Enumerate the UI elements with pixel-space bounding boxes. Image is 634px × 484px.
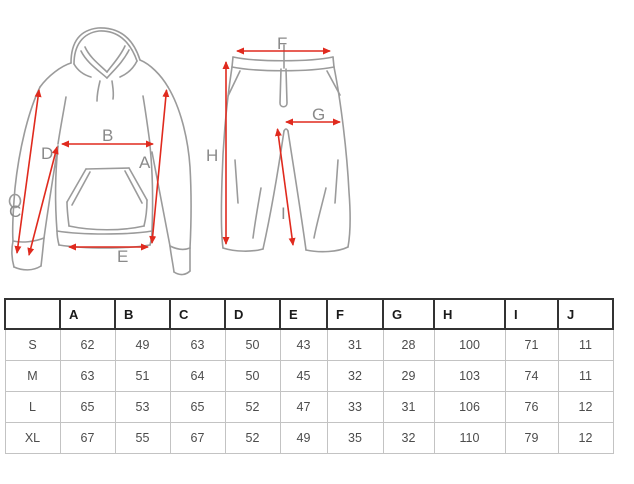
measurement-label-g: G xyxy=(312,105,325,124)
measurement-cell: 63 xyxy=(59,360,116,392)
measurement-cell: 28 xyxy=(382,328,435,361)
measurement-label-b: B xyxy=(102,126,113,145)
column-header-f: F xyxy=(326,298,384,330)
measurement-cell: 79 xyxy=(504,422,559,454)
column-header-g: G xyxy=(382,298,435,330)
measurement-cell: 35 xyxy=(326,422,384,454)
pants-illustration xyxy=(220,44,351,253)
measurement-cell: 65 xyxy=(59,391,116,423)
column-header-b: B xyxy=(114,298,171,330)
measurement-label-i: I xyxy=(281,204,286,223)
measurement-cell: 103 xyxy=(433,360,506,392)
size-label: S xyxy=(4,328,61,361)
size-chart-table: A B C D E F G H I J S 62 49 63 xyxy=(4,298,614,454)
measurement-cell: 12 xyxy=(557,391,614,423)
measurement-arrow-d xyxy=(27,146,59,256)
measurement-cell: 32 xyxy=(326,360,384,392)
column-header-i: I xyxy=(504,298,559,330)
measurement-cell: 11 xyxy=(557,360,614,392)
measurement-cell: 32 xyxy=(382,422,435,454)
measurement-cell: 49 xyxy=(114,328,171,361)
measurement-label-f: F xyxy=(277,34,287,53)
measurement-cell: 110 xyxy=(433,422,506,454)
measurement-cell: 45 xyxy=(279,360,328,392)
size-guide-diagram: A B C D E xyxy=(8,27,351,276)
measurement-cell: 53 xyxy=(114,391,171,423)
column-header-h: H xyxy=(433,298,506,330)
measurement-cell: 31 xyxy=(382,391,435,423)
size-row-m: M 63 51 64 50 45 32 29 103 74 11 xyxy=(4,360,614,392)
measurement-cell: 29 xyxy=(382,360,435,392)
measurement-cell: 50 xyxy=(224,360,281,392)
measurement-cell: 55 xyxy=(114,422,171,454)
corner-cell xyxy=(4,298,61,330)
size-row-s: S 62 49 63 50 43 31 28 100 71 11 xyxy=(4,328,614,361)
measurement-label-e: E xyxy=(117,247,128,266)
measurement-cell: 63 xyxy=(169,328,226,361)
measurement-cell: 47 xyxy=(279,391,328,423)
measurement-cell: 106 xyxy=(433,391,506,423)
size-label: M xyxy=(4,360,61,392)
measurement-cell: 76 xyxy=(504,391,559,423)
measurement-cell: 33 xyxy=(326,391,384,423)
size-row-l: L 65 53 65 52 47 33 31 106 76 12 xyxy=(4,391,614,423)
measurement-label-d: D xyxy=(41,144,53,163)
measurement-cell: 71 xyxy=(504,328,559,361)
column-header-j: J xyxy=(557,298,614,330)
size-row-xl: XL 67 55 67 52 49 35 32 110 79 12 xyxy=(4,422,614,454)
measurement-cell: 100 xyxy=(433,328,506,361)
measurement-cell: 52 xyxy=(224,422,281,454)
measurement-cell: 67 xyxy=(169,422,226,454)
measurement-cell: 49 xyxy=(279,422,328,454)
measurement-label-a: A xyxy=(139,153,151,172)
measurement-cell: 65 xyxy=(169,391,226,423)
header-row: A B C D E F G H I J xyxy=(4,298,614,330)
measurement-cell: 50 xyxy=(224,328,281,361)
measurement-cell: 51 xyxy=(114,360,171,392)
measurement-cell: 62 xyxy=(59,328,116,361)
measurement-cell: 31 xyxy=(326,328,384,361)
measurement-label-h: H xyxy=(206,146,218,165)
measurement-cell: 52 xyxy=(224,391,281,423)
measurement-cell: 43 xyxy=(279,328,328,361)
size-label: XL xyxy=(4,422,61,454)
measurement-cell: 67 xyxy=(59,422,116,454)
measurement-cell: 64 xyxy=(169,360,226,392)
column-header-a: A xyxy=(59,298,116,330)
measurement-cell: 11 xyxy=(557,328,614,361)
measurement-cell: 12 xyxy=(557,422,614,454)
hoodie-illustration xyxy=(8,27,192,276)
measurement-arrow-i xyxy=(274,128,296,246)
size-label: L xyxy=(4,391,61,423)
measurement-arrow-a xyxy=(149,89,170,244)
measurement-label-c: C xyxy=(9,202,21,221)
size-chart: A B C D E F G H I J S 62 49 63 xyxy=(4,298,614,454)
column-header-d: D xyxy=(224,298,281,330)
column-header-c: C xyxy=(169,298,226,330)
column-header-e: E xyxy=(279,298,328,330)
measurement-cell: 74 xyxy=(504,360,559,392)
